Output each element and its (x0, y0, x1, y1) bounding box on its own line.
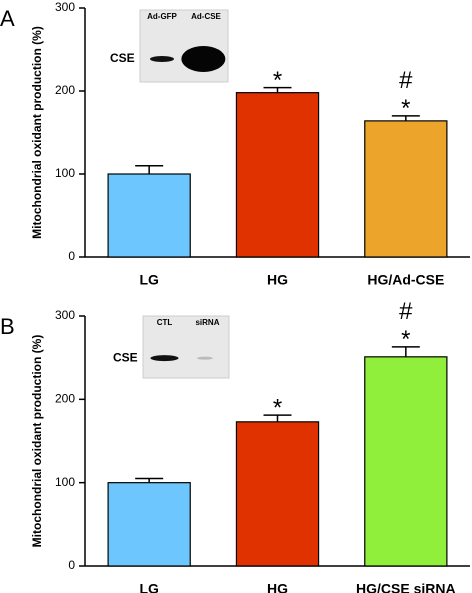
y-tick-label: 100 (55, 475, 75, 489)
blot-band (196, 356, 213, 360)
panel-label: A (0, 6, 15, 31)
inset-lane-label: CTL (157, 318, 173, 327)
bar (364, 356, 448, 567)
bar (364, 120, 448, 258)
blot-band (181, 45, 226, 72)
y-tick-label: 200 (55, 83, 75, 97)
inset-blot (142, 315, 230, 379)
inset-band-label: CSE (110, 51, 135, 65)
inset-lane-label: Ad-GFP (147, 12, 177, 21)
bar (235, 421, 320, 567)
annotation: * (401, 95, 410, 122)
x-tick-label: HG (267, 272, 288, 288)
panel-label: B (0, 314, 15, 339)
x-tick-label: LG (139, 272, 159, 288)
panel: B Mitochondrial oxidant production (%) 0 10… (0, 298, 470, 593)
y-tick-label: 300 (55, 308, 75, 322)
y-axis-label: Mitochondrial oxidant production (%) (30, 26, 44, 239)
inset-lane-label: Ad-CSE (191, 12, 221, 21)
annotation: * (401, 326, 410, 353)
x-tick-label: HG/Ad-CSE (367, 272, 444, 288)
annotation: * (273, 67, 282, 94)
annotation: # (399, 298, 413, 325)
x-tick-label: LG (139, 581, 159, 593)
x-tick-label: HG (267, 581, 288, 593)
y-tick-label: 300 (55, 0, 75, 14)
annotation: # (399, 67, 413, 94)
y-tick-label: 100 (55, 166, 75, 180)
y-tick-label: 0 (68, 249, 75, 263)
y-axis-label: Mitochondrial oxidant production (%) (30, 335, 44, 548)
inset-band-label: CSE (113, 350, 138, 364)
bar (107, 482, 191, 567)
blot-band (150, 355, 179, 362)
x-tick-label: HG/CSE siRNA (356, 581, 456, 593)
blot-band (150, 55, 174, 62)
bar (107, 173, 191, 258)
panel: A Mitochondrial oxidant production (%) 0 10… (0, 0, 470, 288)
inset-lane-label: siRNA (195, 318, 219, 327)
annotation: * (273, 395, 282, 422)
y-tick-label: 0 (68, 558, 75, 572)
bar (235, 92, 320, 258)
y-tick-label: 200 (55, 392, 75, 406)
